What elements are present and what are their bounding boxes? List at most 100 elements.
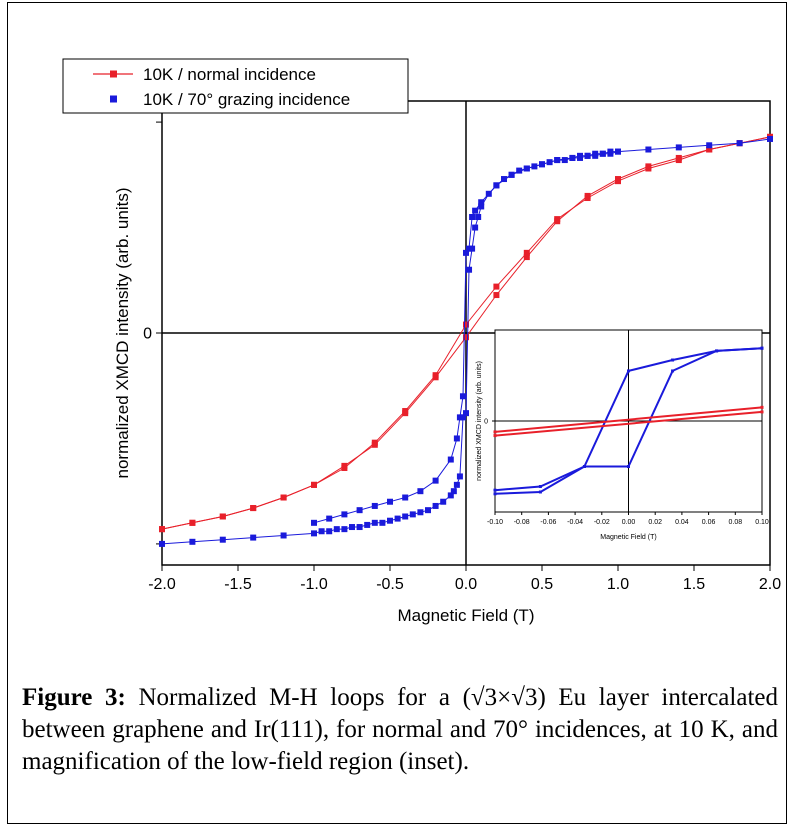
main-data-point (341, 511, 348, 518)
main-data-point (318, 528, 325, 535)
main-data-point (349, 524, 355, 531)
main-data-point (478, 199, 485, 206)
legend-box (62, 58, 409, 114)
inset-series-1-branch-up-line (494, 406, 763, 433)
main-data-point (326, 515, 333, 522)
main-data-point (523, 249, 530, 256)
main-data-point (371, 439, 378, 446)
main-data-point (280, 532, 287, 539)
main-data-point (706, 146, 713, 153)
main-data-point (469, 214, 476, 220)
mh-loop-chart: -2.0 -1.5 -1.0 -0.5 0.0 0.5 1.0 1.5 2.0 0 Magnetic… (62, 58, 781, 625)
main-data-point (311, 519, 317, 526)
main-data-point (189, 519, 196, 526)
caption-label: Figure 3: (22, 684, 126, 711)
main-data-point (453, 435, 460, 442)
figure-caption: Figure 3: Normalized M-H loops for a (√3… (22, 682, 778, 778)
main-data-point (523, 165, 530, 172)
main-plot-area: -2.0 -1.5 -1.0 -0.5 0.0 0.5 1.0 1.5 2.0 0 Magnetic… (113, 100, 781, 625)
inset-data-point (493, 434, 497, 438)
inset-data-point (493, 488, 497, 492)
main-data-point (189, 538, 196, 545)
main-data-point (554, 157, 561, 164)
main-data-point (387, 517, 393, 524)
main-x-tick-label: 1.5 (683, 576, 705, 593)
inset-x-tick-label: 0.06 (702, 519, 716, 526)
main-data-point (450, 488, 457, 495)
main-x-tick-label: 0.0 (455, 576, 477, 593)
main-data-point (645, 165, 652, 172)
main-data-point (379, 519, 386, 526)
inset-x-tick-label: -0.10 (487, 519, 503, 526)
main-y-tick-label: 0 (143, 326, 152, 343)
main-data-point (364, 521, 371, 528)
main-data-point (394, 515, 401, 522)
main-data-point (463, 334, 469, 341)
inset-plot-area: -0.10 -0.08 -0.06 -0.04 -0.02 0.00 0.02 0.04 0.0… (476, 329, 769, 541)
main-data-point (584, 195, 591, 202)
main-x-tick-label: 1.0 (607, 576, 629, 593)
main-data-point (493, 283, 500, 290)
main-data-point (432, 477, 439, 484)
inset-x-tick-label: -0.02 (594, 519, 610, 526)
inset-series-1-branch-down-line (494, 410, 763, 437)
inset-x-tick-label: 0.10 (755, 519, 769, 526)
main-data-point (432, 502, 439, 509)
main-data-point (493, 182, 500, 189)
inset-y-axis-label: normalized XMCD intensity (arb. units) (476, 361, 483, 481)
main-data-point (675, 144, 682, 151)
inset-data-point (582, 465, 586, 468)
main-data-point (432, 372, 439, 379)
main-data-point (472, 207, 479, 214)
inset-data-point (538, 485, 542, 489)
main-data-point (466, 266, 473, 273)
main-data-point (584, 152, 591, 159)
inset-x-tick-label: -0.06 (540, 519, 556, 526)
inset-x-tick-label: -0.04 (567, 519, 583, 526)
main-data-point (417, 488, 424, 495)
main-data-point (463, 410, 469, 417)
inset-data-point (715, 349, 719, 353)
main-data-point (356, 524, 363, 531)
legend: 10K / normal incidence 10K / 70° grazing … (62, 58, 409, 114)
inset-data-point (760, 410, 764, 414)
main-data-point (456, 473, 463, 480)
main-data-point (371, 502, 378, 509)
inset-data-point (760, 405, 764, 409)
legend-entry-0: 10K / normal incidence (143, 65, 316, 84)
inset-data-point (627, 465, 630, 468)
main-data-point (371, 519, 378, 526)
main-data-point (472, 224, 479, 231)
main-data-point (493, 292, 500, 299)
main-data-point (459, 393, 466, 400)
main-data-point (539, 161, 545, 168)
inset-data-point (493, 430, 497, 434)
legend-marker-swatch-1 (110, 95, 117, 103)
inset-x-tick-label: -0.08 (514, 519, 530, 526)
inset-x-tick-label: 0.04 (675, 519, 689, 526)
main-x-tick-label: -0.5 (376, 576, 404, 593)
main-data-point (159, 540, 165, 547)
main-data-point (466, 245, 473, 252)
main-data-point (463, 321, 469, 328)
main-data-point (516, 167, 523, 174)
main-data-point (469, 245, 476, 252)
main-data-point (645, 146, 652, 153)
main-x-tick-label: 0.5 (531, 576, 553, 593)
main-data-point (402, 494, 409, 501)
main-data-point (356, 507, 363, 514)
main-data-point (592, 150, 599, 157)
main-data-point (311, 530, 317, 537)
main-data-point (326, 528, 333, 535)
main-data-point (767, 135, 773, 142)
legend-marker-swatch-0 (110, 70, 117, 78)
main-data-point (440, 498, 447, 505)
main-data-point (402, 513, 409, 520)
main-x-tick-label: -2.0 (148, 576, 176, 593)
inset-y-tick-label: 0 (484, 418, 488, 425)
main-data-point (387, 498, 393, 505)
main-data-point (425, 507, 431, 514)
main-data-point (615, 148, 621, 155)
main-data-point (523, 254, 530, 261)
main-data-point (280, 494, 287, 501)
